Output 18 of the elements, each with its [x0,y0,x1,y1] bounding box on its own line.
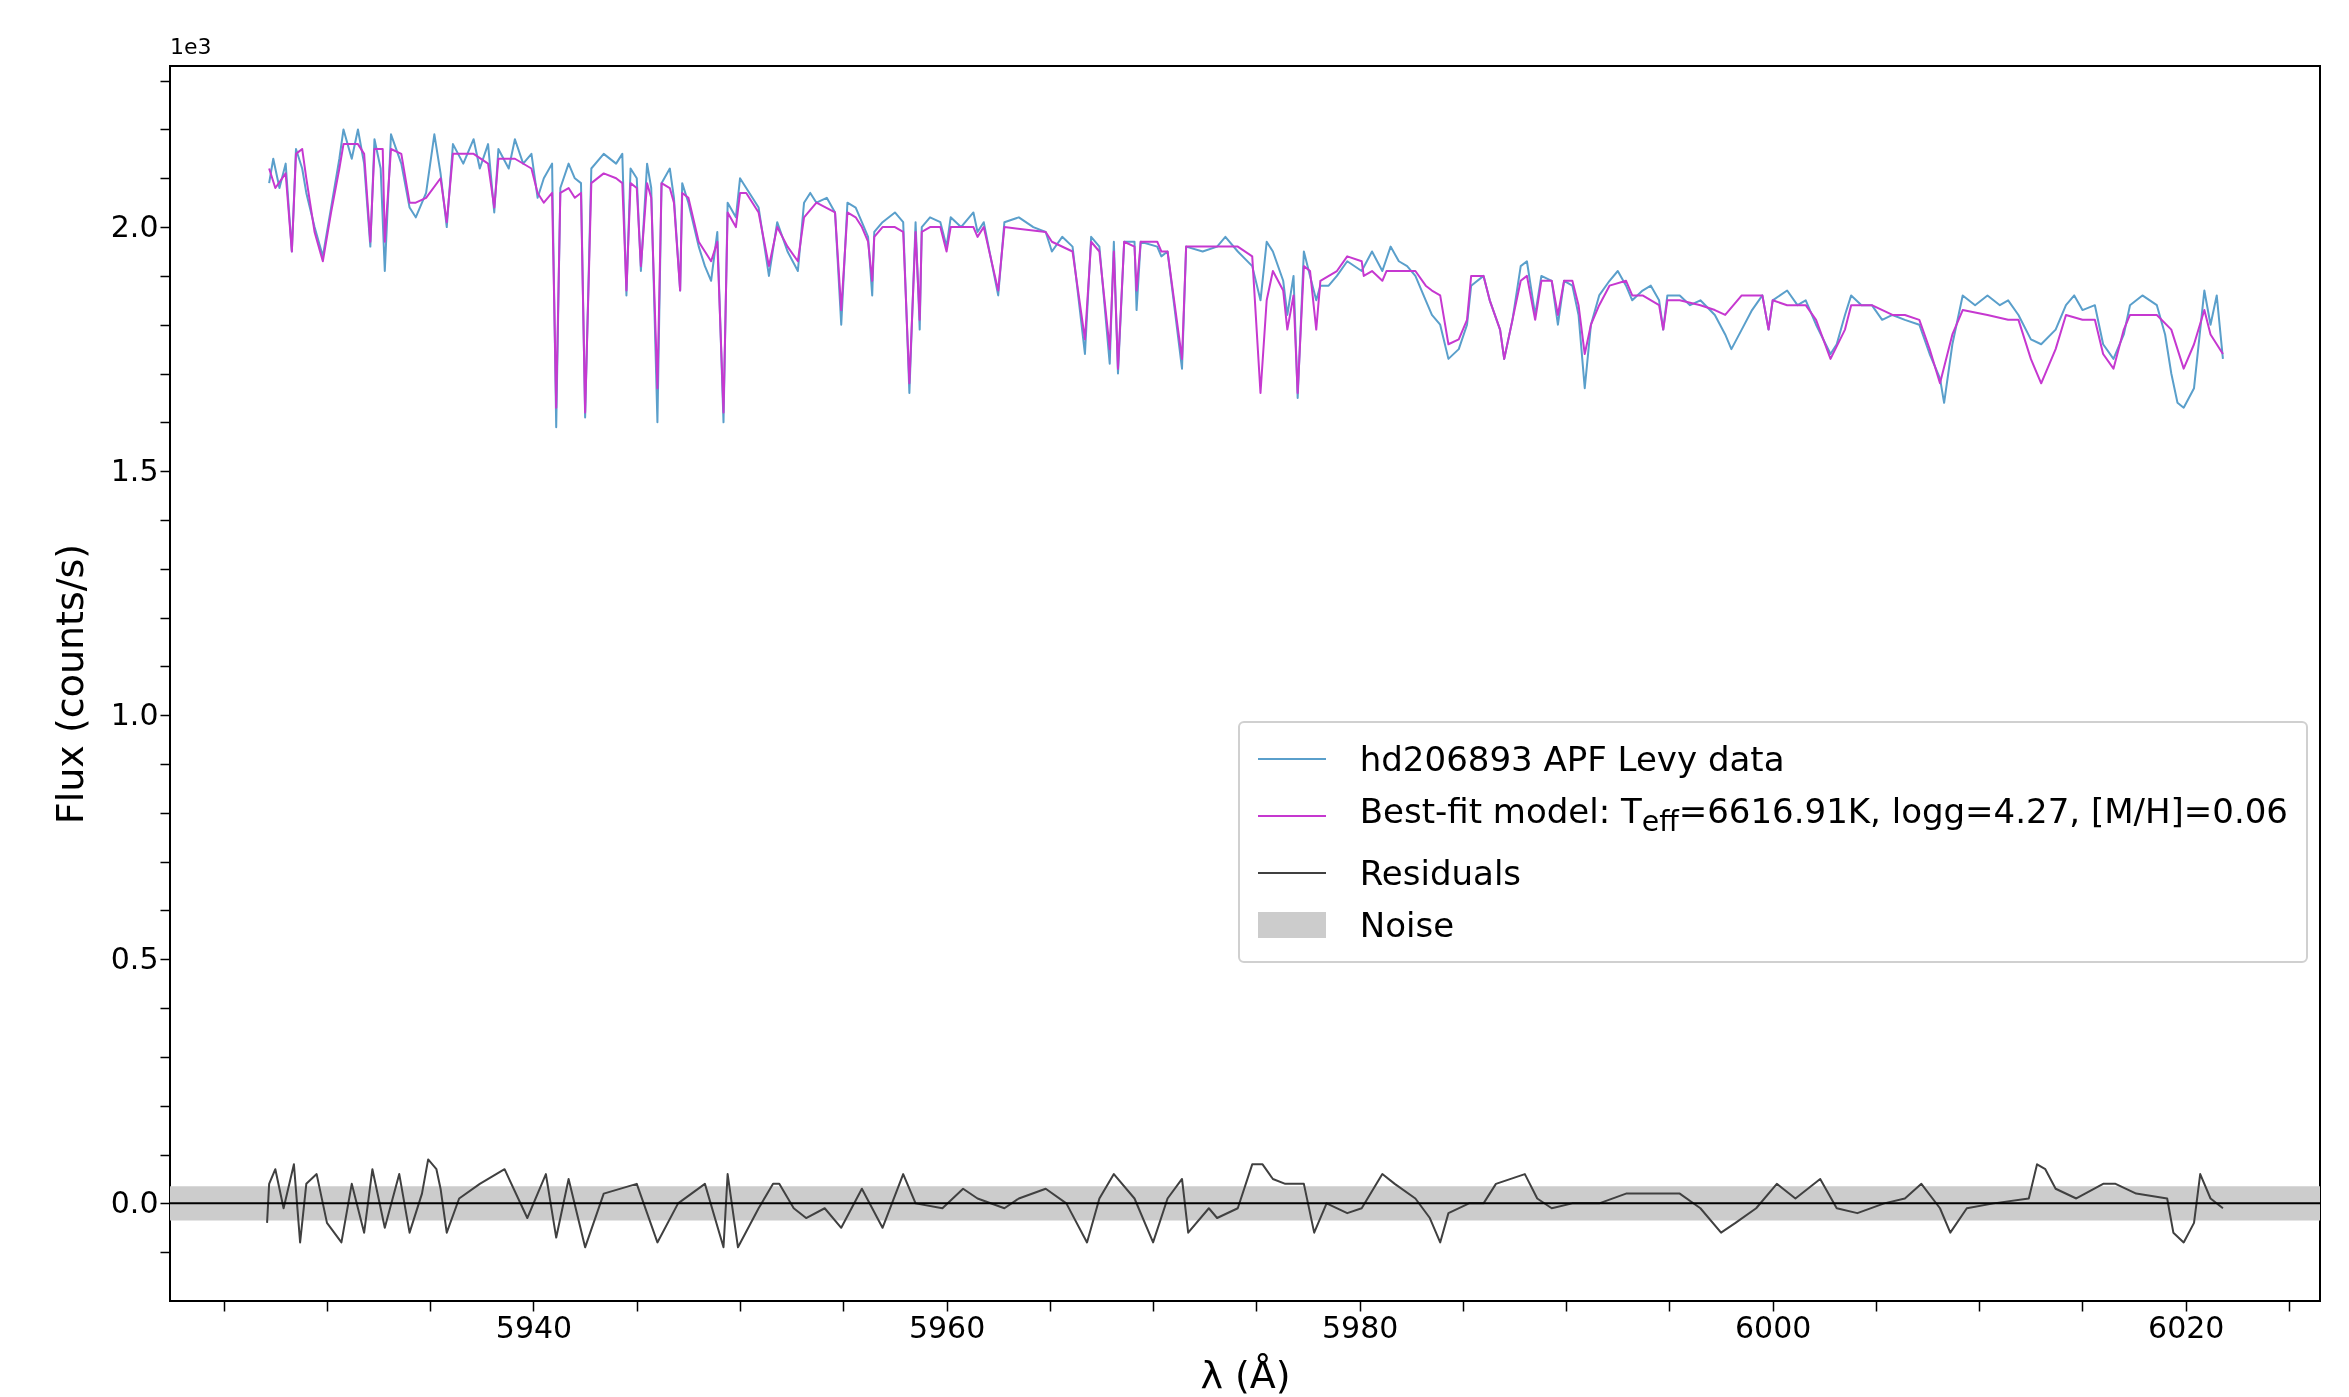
x-axis-title: λ (Å) [1200,1352,1291,1397]
x-tick-label: 5940 [495,1309,573,1345]
x-tick-label: 6000 [1735,1309,1812,1345]
line-series [266,1158,2224,1249]
y-tick-label: 2.0 [110,208,159,244]
x-tick-label: 5960 [908,1309,986,1345]
x-tick-label: 6020 [2148,1309,2225,1345]
y-axis-title: Flux (counts/s) [47,543,92,825]
text: 1e3 [170,34,212,59]
legend-label: Noise [1359,904,1455,948]
y-tick-label: 0.5 [110,940,159,976]
y-tick-label: 1.5 [110,452,159,488]
legend-label: hd206893 APF Levy data [1359,737,1785,781]
y-tick-label: 0.0 [110,1184,159,1220]
y-tick-label: 1.0 [110,696,159,732]
legend-label: Residuals [1359,852,1522,896]
x-tick-label: 5980 [1321,1309,1399,1345]
legend-label: Best-fit model: T$_{eff}$=6616.91K, logg=4.27, [M/H]=0.06 [1359,789,2288,840]
